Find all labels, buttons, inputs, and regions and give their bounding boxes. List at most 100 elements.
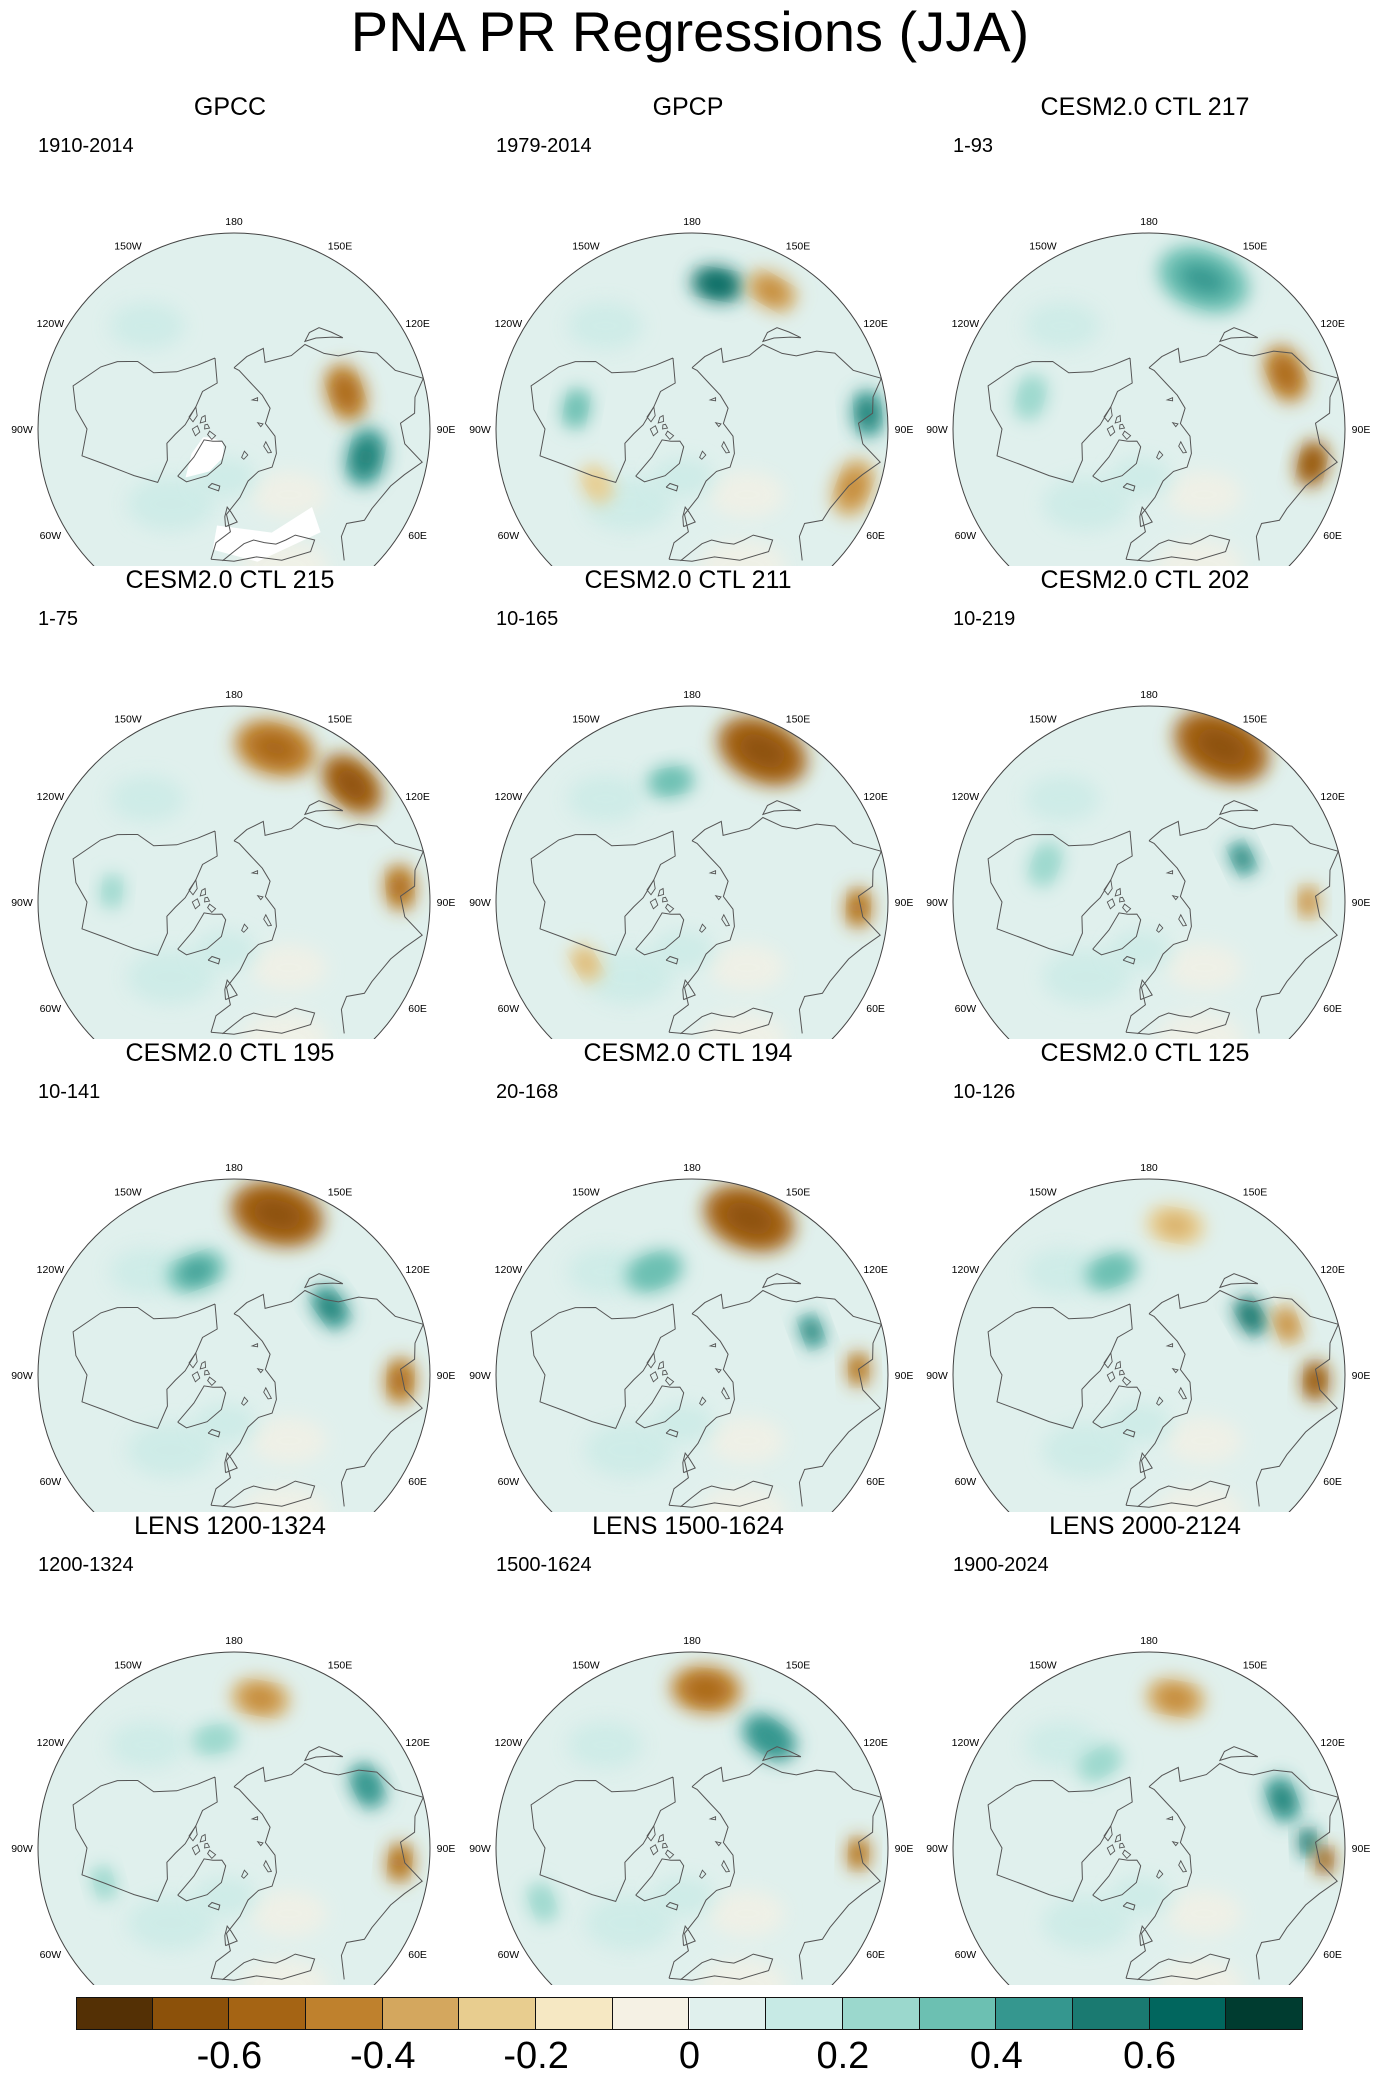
island-outline (649, 1371, 659, 1383)
island-outline (207, 1849, 217, 1860)
island-outline (263, 440, 273, 454)
panel-title: LENS 2000-2124 (1049, 1512, 1241, 1540)
longitude-label: 150E (786, 240, 811, 252)
island-outline (1171, 421, 1179, 428)
coastline (1122, 955, 1136, 965)
island-outline (721, 1859, 731, 1873)
anomaly-patch (1042, 1895, 1130, 1951)
coastline (987, 830, 1133, 957)
coastline (1139, 978, 1153, 1001)
longitude-label: 120E (1320, 1264, 1345, 1276)
island-outline (665, 1376, 675, 1387)
anomaly-core (252, 1199, 302, 1230)
map-border (952, 232, 1346, 566)
coastline (668, 534, 774, 562)
anomaly-patch (127, 1895, 215, 1951)
colorbar-cell (229, 1997, 307, 2030)
coastline (668, 1007, 774, 1035)
polar-map: 180150W150E120W120E90W90E60W60E30W30E0 (926, 1635, 1371, 1985)
longitude-label: 150E (328, 713, 353, 725)
anomaly-core (321, 1296, 340, 1319)
longitude-label: 180 (683, 1635, 701, 1647)
coastline (210, 1313, 277, 1506)
island-outline (1106, 1371, 1116, 1383)
colorbar-cell (382, 1997, 460, 2030)
longitude-label: 60W (955, 1003, 977, 1015)
longitude-label: 150E (786, 713, 811, 725)
longitude-label: 180 (1140, 1162, 1158, 1174)
colorbar-cell (1072, 1997, 1150, 2030)
missing-data-region (212, 507, 321, 562)
longitude-label: 90E (1352, 1843, 1371, 1855)
coastline (1125, 1953, 1231, 1981)
island-outline (1171, 1840, 1179, 1847)
longitude-label: 90W (469, 424, 491, 436)
coastline (668, 1953, 774, 1981)
island-outline (649, 425, 659, 437)
anomaly-core (253, 735, 297, 762)
longitude-label: 120W (37, 791, 65, 803)
coastline (1148, 343, 1339, 561)
coastline (207, 1901, 221, 1911)
longitude-label: 150E (1243, 1659, 1268, 1671)
coastline (1125, 840, 1192, 1033)
island-outline (714, 421, 722, 428)
anomaly-patch (1109, 1403, 1172, 1443)
coastline (1148, 816, 1339, 1034)
island-outline (1114, 1360, 1122, 1370)
colorbar (76, 1997, 1303, 2030)
longitude-label: 150W (114, 240, 142, 252)
anomaly-core (1303, 1834, 1313, 1851)
coastline (177, 439, 227, 483)
panel-period: 10-219 (953, 608, 1016, 630)
island-outline (199, 414, 207, 424)
anomaly-core (724, 1202, 774, 1235)
anomaly-core (1159, 1216, 1191, 1235)
longitude-label: 90W (11, 1843, 33, 1855)
map-panel: CESM2.0 CTL 202 180 150W 150E 120W 120E 90W 90E… (915, 565, 1375, 1039)
island-outline (207, 1376, 217, 1387)
anomaly-patch (194, 1876, 257, 1916)
anomaly-core (106, 881, 118, 901)
island-outline (1122, 1849, 1132, 1860)
coastline (761, 327, 802, 343)
longitude-label: 60W (498, 1003, 520, 1015)
island-outline (646, 405, 656, 423)
island-outline (199, 1833, 207, 1843)
island-outline (1103, 405, 1113, 423)
anomaly-patch (109, 1721, 186, 1769)
coastline (1139, 505, 1153, 528)
longitude-label: 60W (498, 1476, 520, 1488)
longitude-label: 60E (1323, 1476, 1342, 1488)
panel-period: 20-168 (496, 1081, 559, 1103)
longitude-label: 60W (955, 530, 977, 542)
island-outline (1178, 440, 1188, 454)
longitude-label: 150W (114, 713, 142, 725)
anomaly-core (853, 1844, 864, 1864)
island-outline (662, 1842, 669, 1849)
island-outline (1171, 1367, 1179, 1374)
map-panel: CESM2.0 CTL 194 180 150W 150E 120W 120E 90W 90E… (458, 1038, 918, 1512)
coastline (1125, 367, 1192, 560)
longitude-label: 120E (863, 791, 888, 803)
anomaly-patch (1042, 1422, 1130, 1478)
island-outline (241, 450, 249, 460)
panel-title: LENS 1500-1624 (592, 1512, 784, 1540)
anomaly-core (755, 1726, 784, 1750)
longitude-label: 180 (683, 216, 701, 228)
longitude-label: 150W (572, 713, 600, 725)
panel-period: 1-75 (38, 608, 79, 630)
island-outline (1119, 896, 1126, 903)
anomaly-core (1037, 852, 1054, 877)
anomaly-core (1320, 1852, 1330, 1869)
longitude-label: 90E (1352, 897, 1371, 909)
coastline (72, 1776, 218, 1903)
polar-map: 180150W150E120W120E90W90E60W60E30W30E0 (469, 216, 913, 566)
island-outline (1114, 1833, 1122, 1843)
island-outline (191, 425, 201, 437)
coastline (682, 978, 696, 1001)
longitude-label: 180 (1140, 216, 1158, 228)
coastline (691, 816, 882, 1034)
longitude-label: 120E (1320, 1737, 1345, 1749)
longitude-label: 120E (1320, 791, 1345, 803)
